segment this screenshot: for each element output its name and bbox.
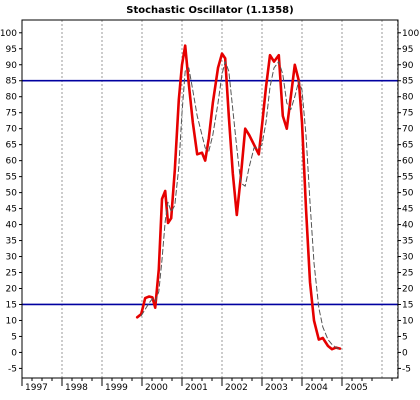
y-tick-label-right: 75 — [402, 109, 413, 119]
x-tick-label: 2003 — [265, 383, 288, 393]
y-tick-label-left: 35 — [6, 237, 17, 247]
y-tick-label-right: 85 — [402, 77, 413, 87]
y-tick-label-left: 70 — [6, 125, 18, 135]
y-tick-label-right: 50 — [402, 189, 414, 199]
series-layer — [135, 44, 342, 351]
y-tick-label-right: 95 — [402, 45, 413, 55]
y-tick-label-left: 0 — [11, 348, 17, 358]
y-tick-label-left: 50 — [6, 189, 18, 199]
y-tick-label-left: 80 — [6, 93, 18, 103]
y-tick-label-left: 90 — [6, 61, 18, 71]
y-tick-label-left: 45 — [6, 205, 17, 215]
y-tick-label-right: 45 — [402, 205, 413, 215]
y-tick-label-right: 15 — [402, 300, 413, 310]
y-tick-label-right: 65 — [402, 141, 413, 151]
y-tick-label-right: -5 — [402, 364, 411, 374]
plot-frame — [21, 19, 399, 379]
axis-layer: 1997 1998 1999 2000 2001 2002 2003 2004 2005-5 -5… — [0, 29, 419, 393]
y-tick-label-right: 30 — [402, 253, 414, 263]
y-tick-label-left: 85 — [6, 77, 17, 87]
y-tick-label-left: 30 — [6, 253, 18, 263]
y-tick-label-left: 60 — [6, 157, 18, 167]
y-tick-label-right: 90 — [402, 61, 414, 71]
y-tick-label-right: 70 — [402, 125, 414, 135]
y-tick-label-right: 100 — [402, 29, 419, 39]
y-tick-label-right: 55 — [402, 173, 413, 183]
x-tick-label: 2004 — [305, 383, 328, 393]
y-tick-label-right: 0 — [402, 348, 408, 358]
y-tick-label-right: 5 — [402, 332, 408, 342]
y-tick-label-left: 25 — [6, 269, 17, 279]
y-tick-label-right: 40 — [402, 221, 414, 231]
y-tick-label-left: 65 — [6, 141, 17, 151]
y-tick-label-right: 10 — [402, 316, 414, 326]
y-tick-label-left: 10 — [6, 316, 18, 326]
reference-lines — [22, 79, 398, 306]
x-tick-label: 1998 — [65, 383, 88, 393]
x-tick-label: 2001 — [185, 383, 208, 393]
y-tick-label-left: 75 — [6, 109, 17, 119]
y-tick-label-left: 100 — [0, 29, 17, 39]
y-tick-label-left: 5 — [11, 332, 17, 342]
y-tick-label-right: 25 — [402, 269, 413, 279]
x-tick-label: 2005 — [345, 383, 368, 393]
x-tick-label: 1999 — [105, 383, 128, 393]
y-tick-label-left: 20 — [6, 285, 18, 295]
x-tick-label: 2000 — [145, 383, 168, 393]
y-tick-label-left: 95 — [6, 45, 17, 55]
series-line-stochastic — [135, 44, 342, 351]
y-tick-label-right: 80 — [402, 93, 414, 103]
y-tick-label-left: 55 — [6, 173, 17, 183]
y-tick-label-right: 60 — [402, 157, 414, 167]
chart-title: Stochastic Oscillator (1.1358) — [126, 5, 293, 16]
series-line-signal — [140, 61, 341, 350]
y-tick-label-left: 15 — [6, 300, 17, 310]
y-tick-label-right: 20 — [402, 285, 414, 295]
y-tick-label-left: -5 — [8, 364, 17, 374]
x-tick-label: 1997 — [25, 383, 48, 393]
y-tick-label-left: 40 — [6, 221, 18, 231]
x-tick-label: 2002 — [225, 383, 248, 393]
y-tick-label-right: 35 — [402, 237, 413, 247]
